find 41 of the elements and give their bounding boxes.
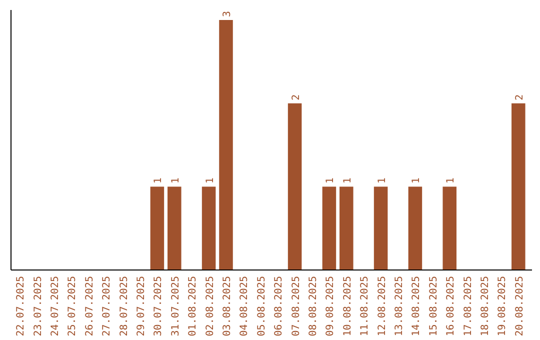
data-label: 1 [342, 178, 354, 184]
x-tick-label: 20.08.2025 [514, 276, 526, 336]
data-label: 1 [446, 178, 457, 184]
x-tick-label: 01.08.2025 [188, 276, 199, 336]
x-tick-label: 05.08.2025 [256, 276, 268, 336]
x-tick-label: 11.08.2025 [360, 276, 371, 336]
data-label: 1 [411, 178, 422, 184]
x-tick-label: 07.08.2025 [290, 276, 302, 336]
x-tick-label: 10.08.2025 [342, 276, 354, 336]
x-tick-label: 14.08.2025 [411, 276, 422, 336]
data-label: 1 [325, 178, 336, 184]
data-label: 1 [204, 178, 216, 184]
x-tick-label: 30.07.2025 [153, 276, 164, 336]
x-tick-label: 23.07.2025 [32, 276, 44, 336]
data-label: 2 [290, 94, 302, 100]
data-label: 1 [376, 178, 388, 184]
x-tick-label: 24.07.2025 [50, 276, 61, 336]
x-tick-label: 22.07.2025 [16, 276, 27, 336]
x-tick-label: 03.08.2025 [222, 276, 233, 336]
data-label: 1 [153, 178, 164, 184]
x-tick-label: 29.07.2025 [136, 276, 147, 336]
x-tick-label: 27.07.2025 [102, 276, 113, 336]
data-label: 1 [170, 178, 182, 184]
x-tick-label: 26.07.2025 [84, 276, 96, 336]
x-tick-label: 19.08.2025 [497, 276, 508, 336]
x-tick-label: 15.08.2025 [428, 276, 440, 336]
x-tick-label: 31.07.2025 [170, 276, 182, 336]
x-tick-label: 16.08.2025 [446, 276, 457, 336]
x-tick-label: 09.08.2025 [325, 276, 336, 336]
x-tick-label: 06.08.2025 [274, 276, 285, 336]
x-tick-label: 04.08.2025 [239, 276, 250, 336]
x-tick-label: 08.08.2025 [308, 276, 319, 336]
x-tick-label: 28.07.2025 [118, 276, 130, 336]
data-label: 3 [222, 10, 233, 17]
x-tick-label: 18.08.2025 [480, 276, 491, 336]
x-tick-label: 25.07.2025 [67, 276, 78, 336]
x-tick-label: 13.08.2025 [394, 276, 405, 336]
x-tick-label: 12.08.2025 [376, 276, 388, 336]
x-tick-label: 17.08.2025 [462, 276, 474, 336]
x-tick-label: 02.08.2025 [204, 276, 216, 336]
data-label: 2 [514, 94, 526, 100]
